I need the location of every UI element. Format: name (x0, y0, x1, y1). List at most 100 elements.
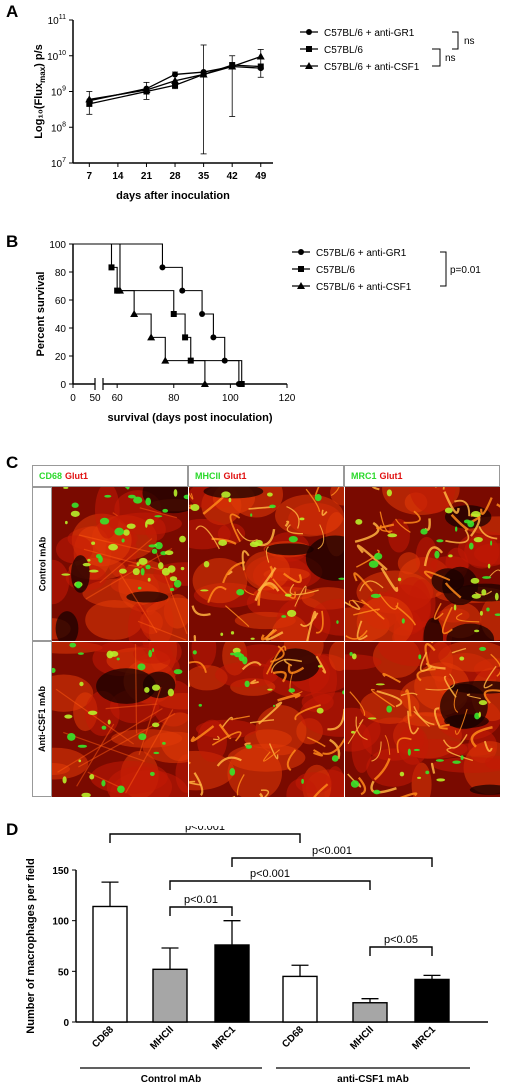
vessel-strand (202, 495, 224, 515)
vessel-strand (433, 602, 444, 620)
green-macrophage (342, 690, 344, 695)
green-macrophage (349, 651, 353, 656)
vessel-strand (211, 731, 242, 746)
bar-cd68 (92, 905, 128, 1023)
red-tissue-blob (432, 757, 500, 773)
vessel-strand (286, 524, 303, 535)
green-macrophage (299, 517, 305, 521)
green-macrophage (169, 576, 178, 582)
data-point-a-1 (172, 82, 179, 89)
vessel-strand (230, 715, 250, 721)
green-macrophage (69, 642, 77, 648)
green-macrophage (233, 651, 242, 658)
vessel-strand (345, 629, 368, 640)
green-macrophage (478, 700, 488, 706)
legend-marker-a (306, 29, 312, 35)
legend-marker-b (298, 249, 304, 255)
sig-bracket-d (369, 946, 433, 956)
vessel-strand (359, 580, 384, 592)
green-macrophage (459, 656, 465, 661)
vessel-strand (306, 611, 317, 641)
y-axis-title-b: Percent survival (35, 272, 47, 357)
green-macrophage (221, 491, 231, 498)
vessel-strand (419, 651, 433, 672)
vessel-strand (496, 503, 500, 508)
green-macrophage (479, 646, 487, 651)
vessel-strand (322, 737, 344, 755)
green-macrophage (417, 776, 422, 779)
y-tick-label-b: 0 (60, 380, 66, 391)
vessel-strand (455, 612, 480, 623)
green-macrophage (145, 518, 155, 525)
x-tick-label-a: 21 (141, 171, 153, 182)
vessel-strand (241, 550, 250, 571)
vessel-strand (119, 572, 158, 633)
red-tissue-blob (85, 690, 120, 737)
vessel-strand (284, 520, 290, 527)
vessel-strand (306, 736, 326, 748)
y-tick-label-a: 1010 (47, 50, 66, 63)
micrograph-image (189, 487, 344, 641)
green-macrophage (123, 529, 130, 536)
vessel-strand (134, 643, 138, 734)
vessel-strand (379, 511, 391, 534)
green-macrophage (397, 577, 402, 582)
micrograph-image (345, 642, 500, 797)
green-macrophage (479, 610, 483, 616)
legend-marker-b (298, 266, 304, 272)
vessel-strand (443, 491, 460, 514)
red-tissue-blob (192, 557, 248, 604)
vessel-strand (353, 608, 380, 616)
green-macrophage (137, 663, 146, 671)
chart-d-macrophage-counts: 0 50 100 150 Number of macrophages per field… (25, 826, 488, 1085)
red-tissue-blob (255, 705, 307, 756)
micrograph-image (52, 642, 188, 797)
green-macrophage (71, 502, 79, 508)
green-macrophage (140, 568, 145, 576)
vessel-strand (442, 487, 445, 490)
green-macrophage (133, 496, 143, 504)
green-macrophage (116, 657, 120, 661)
green-macrophage (136, 562, 140, 567)
y-tick-label-b: 40 (55, 324, 67, 335)
vessel-strand (128, 564, 143, 568)
sig-bracket-b (440, 251, 447, 287)
sig-label-d: p<0.001 (250, 868, 290, 880)
data-point-a-0 (172, 71, 179, 78)
green-macrophage (148, 544, 157, 548)
green-macrophage (368, 560, 379, 568)
green-macrophage (151, 722, 160, 728)
green-macrophage (118, 568, 127, 574)
vessel-strand (189, 660, 207, 673)
vessel-strand (125, 709, 174, 794)
vessel-strand (258, 792, 264, 797)
panel-letter-d: D (6, 820, 19, 839)
green-macrophage (161, 567, 170, 576)
green-macrophage (169, 587, 175, 592)
red-tissue-blob (52, 763, 71, 776)
vessel-strand (321, 509, 328, 516)
green-macrophage (154, 515, 163, 518)
y-tick-label-b: 100 (49, 240, 66, 251)
vessel-strand (443, 675, 457, 698)
group-label-control: Control mAb (141, 1074, 202, 1085)
vessel-strand (356, 544, 388, 571)
y-axis-title-d: Number of macrophages per field (25, 858, 37, 1033)
vessel-strand (454, 499, 471, 517)
green-macrophage (77, 652, 84, 655)
vessel-strand (490, 653, 500, 677)
vessel-strand (347, 773, 362, 788)
y-tick-label-b: 60 (55, 296, 67, 307)
vessel-strand (376, 690, 403, 708)
micrograph-grid: CD68 Glut1 MHCII Glut1 MRC1 Glut1 Control m… (32, 465, 500, 797)
legend-label-a: C57BL/6 + anti-GR1 (324, 28, 415, 39)
vessel-strand (257, 566, 277, 592)
green-macrophage (77, 744, 88, 748)
green-macrophage (101, 725, 107, 730)
vessel-strand (330, 487, 340, 497)
y-tick-label-d: 50 (58, 967, 70, 978)
green-macrophage (455, 526, 458, 532)
green-macrophage (281, 615, 287, 618)
green-macrophage (218, 539, 228, 546)
y-axis-title-a: Log₁₀(Fluxmax) p/s (33, 44, 47, 139)
